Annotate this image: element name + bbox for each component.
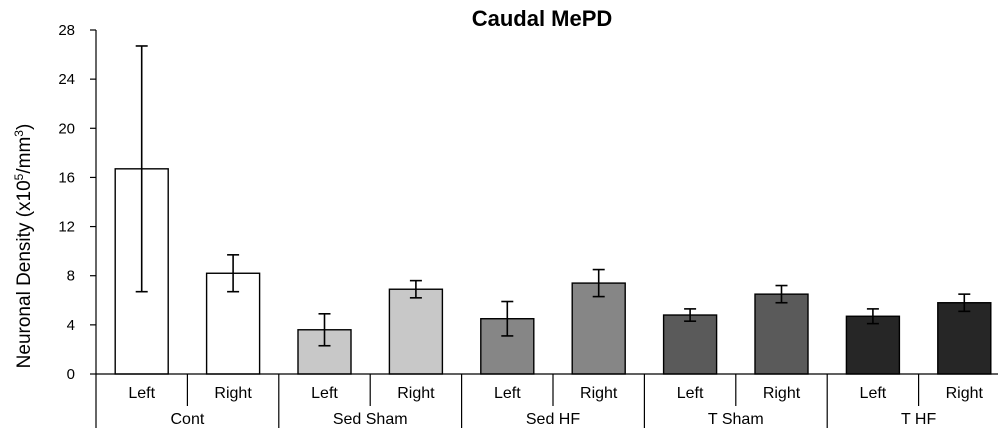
x-tick-label: Left (494, 385, 521, 402)
bar (754, 293, 809, 375)
y-tick-label: 16 (58, 169, 75, 186)
x-tick-label: Right (946, 385, 984, 402)
error-bars-layer (135, 45, 971, 347)
bar (845, 315, 901, 375)
x-tick-label: Left (128, 385, 155, 402)
y-tick-label: 8 (67, 268, 75, 285)
chart-title: Caudal MePD (472, 6, 613, 31)
y-axis-label: Neuronal Density (x105/mm3) (12, 124, 35, 369)
x-tick-label: Right (763, 385, 801, 402)
y-tick-label: 24 (58, 71, 75, 88)
x-tick-label: Left (677, 385, 704, 402)
x-tick-label: Right (214, 385, 252, 402)
x-tick-label: Right (397, 385, 435, 402)
y-tick-label: 12 (58, 219, 75, 236)
bar (388, 288, 444, 375)
group-label: Sed HF (526, 411, 580, 428)
bars-layer (114, 168, 992, 375)
bar (937, 302, 992, 375)
x-tick-label: Right (580, 385, 618, 402)
y-tick-label: 4 (67, 317, 75, 334)
group-label: T Sham (708, 411, 764, 428)
y-tick-label: 28 (58, 22, 75, 39)
group-label: Sed Sham (333, 411, 408, 428)
bar (662, 314, 718, 375)
group-label: Cont (171, 411, 205, 428)
x-tick-label: Left (860, 385, 887, 402)
x-axis: Left Right Left Right Left Right Left Right Left… (95, 373, 998, 428)
y-tick-label: 0 (67, 366, 75, 383)
y-axis: 0 4 8 12 16 20 24 28 (58, 22, 97, 383)
y-tick-label: 20 (58, 120, 75, 137)
x-tick-label: Left (311, 385, 338, 402)
group-label: T HF (901, 411, 936, 428)
